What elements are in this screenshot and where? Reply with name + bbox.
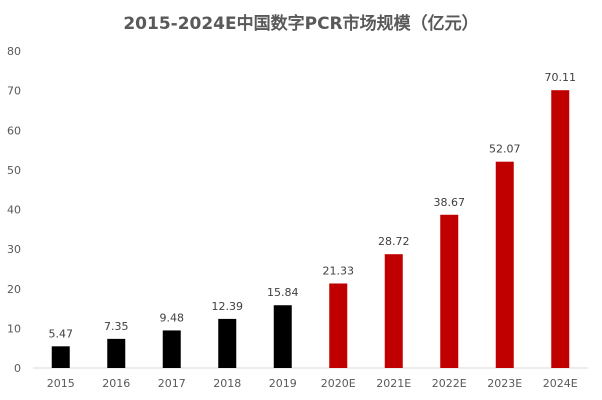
x-tick-label-2022E: 2022E	[432, 377, 467, 390]
y-tick-label: 60	[7, 124, 21, 137]
y-tick-label: 20	[7, 283, 21, 296]
y-tick-label: 0	[14, 362, 21, 375]
y-tick-label: 80	[7, 45, 21, 58]
bar-2023E	[495, 161, 514, 368]
y-tick-label: 10	[7, 322, 21, 335]
chart-title: 2015-2024E中国数字PCR市场规模（亿元）	[123, 14, 479, 34]
bar-2019	[273, 305, 292, 368]
x-tick-label-2024E: 2024E	[543, 377, 578, 390]
x-tick-label-2015: 2015	[47, 377, 75, 390]
x-tick-label-2020E: 2020E	[321, 377, 356, 390]
data-label-2023E: 52.07	[489, 143, 521, 156]
x-tick-label-2016: 2016	[102, 377, 130, 390]
x-tick-label-2017: 2017	[158, 377, 186, 390]
bar-2022E	[440, 214, 459, 368]
data-label-2019: 15.84	[267, 286, 299, 299]
data-label-2017: 9.48	[160, 311, 185, 324]
x-tick-label-2023E: 2023E	[487, 377, 522, 390]
bar-2015	[51, 346, 70, 368]
y-tick-label: 30	[7, 243, 21, 256]
data-label-2015: 5.47	[49, 327, 74, 340]
data-label-2021E: 28.72	[378, 235, 410, 248]
data-label-2016: 7.35	[104, 320, 129, 333]
bar-2018	[218, 318, 237, 368]
data-label-2022E: 38.67	[434, 196, 466, 209]
y-tick-label: 40	[7, 204, 21, 217]
data-label-2024E: 70.11	[545, 71, 577, 84]
x-tick-label-2018: 2018	[213, 377, 241, 390]
bar-2016	[107, 338, 126, 368]
bar-2021E	[384, 254, 403, 368]
bar-2017	[162, 330, 181, 368]
bar-2020E	[329, 283, 348, 368]
data-label-2020E: 21.33	[323, 264, 355, 277]
y-tick-label: 70	[7, 85, 21, 98]
x-tick-label-2019: 2019	[269, 377, 297, 390]
bar-2024E	[551, 90, 570, 369]
data-label-2018: 12.39	[212, 300, 244, 313]
x-tick-label-2021E: 2021E	[376, 377, 411, 390]
y-tick-label: 50	[7, 164, 21, 177]
